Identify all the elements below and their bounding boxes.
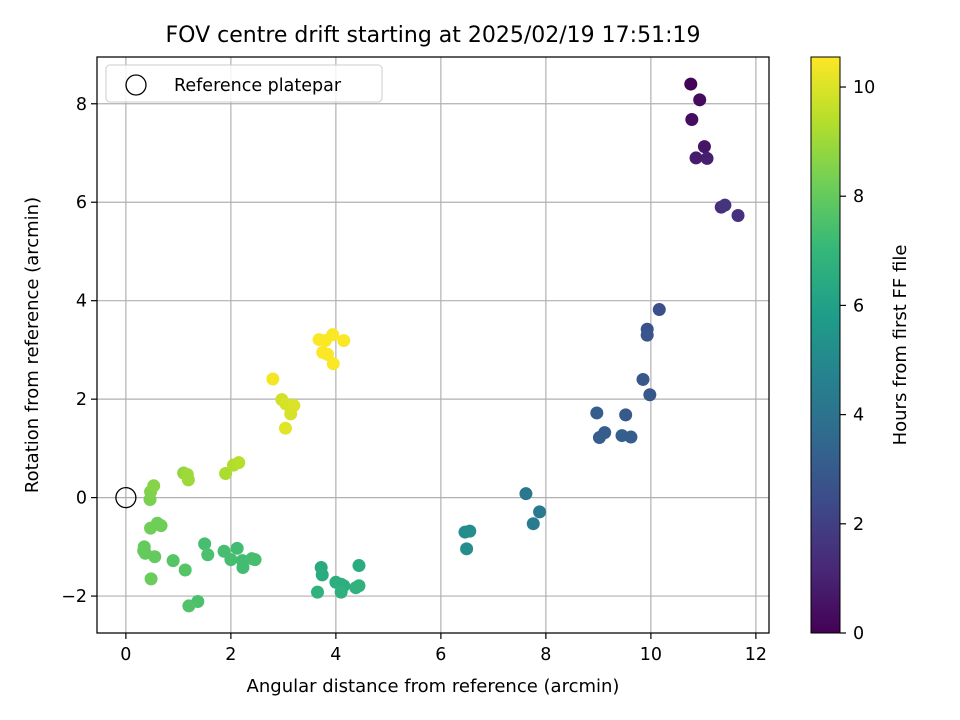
reference-layer	[115, 486, 137, 509]
data-point	[248, 553, 262, 567]
colorbar-ticks: 0 2 4 6 8 10	[840, 78, 875, 644]
x-tick-label: 4	[330, 645, 341, 665]
x-tick-label: 2	[225, 645, 236, 665]
plot-background	[97, 57, 769, 633]
data-point	[624, 430, 638, 444]
data-point	[460, 542, 474, 556]
y-tick-label: 0	[76, 489, 87, 509]
x-tick-label: 8	[540, 645, 551, 665]
x-tick-label: 6	[435, 645, 446, 665]
data-point	[590, 406, 604, 420]
data-point	[147, 479, 161, 493]
data-point	[526, 517, 540, 531]
y-axis-label: Rotation from reference (arcmin)	[22, 197, 43, 493]
legend-entry-reference: Reference platepar	[174, 76, 342, 96]
data-point	[154, 519, 168, 533]
chart-title: FOV centre drift starting at 2025/02/19 …	[166, 23, 701, 48]
data-point	[287, 399, 301, 413]
colorbar-frame	[810, 56, 841, 634]
data-point	[201, 548, 215, 562]
data-point	[326, 357, 340, 371]
plot-frame	[96, 56, 770, 634]
data-point	[311, 585, 324, 599]
data-point	[352, 559, 366, 573]
data-point	[652, 303, 666, 317]
data-point	[352, 579, 366, 593]
data-point	[320, 347, 334, 361]
y-tick-label: 6	[76, 193, 87, 213]
data-point	[519, 487, 533, 501]
colorbar: 0 2 4 6 8 10 Hours from first FF file	[810, 56, 911, 644]
data-point	[463, 524, 477, 538]
legend: Reference platepar	[105, 64, 383, 103]
x-tick-label: 12	[745, 645, 767, 665]
y-tick-label: 8	[76, 95, 87, 115]
data-point	[636, 372, 650, 386]
data-point	[718, 198, 732, 212]
data-point	[684, 77, 698, 91]
grid-lines	[97, 57, 769, 633]
data-point	[181, 473, 195, 487]
y-tick-label: −2	[61, 587, 87, 607]
data-point	[232, 456, 246, 470]
data-point	[144, 572, 158, 586]
y-tick-label: 4	[76, 292, 87, 312]
colorbar-tick-label: 6	[853, 296, 864, 316]
data-point	[266, 372, 280, 386]
data-point	[592, 431, 606, 445]
data-point	[326, 328, 340, 342]
data-point	[230, 541, 244, 555]
data-point	[224, 553, 238, 567]
data-point	[700, 151, 714, 165]
colorbar-gradient	[811, 57, 840, 633]
x-axis: 0 2 4 6 8 10 12	[120, 633, 767, 665]
data-point	[315, 568, 329, 582]
data-point	[697, 140, 711, 154]
data-point	[148, 550, 162, 564]
colorbar-tick-label: 10	[853, 78, 875, 98]
y-tick-label: 2	[76, 390, 87, 410]
x-tick-label: 10	[640, 645, 662, 665]
legend-box	[105, 64, 383, 103]
data-point	[166, 554, 180, 568]
data-point	[731, 209, 745, 223]
data-point	[236, 561, 250, 575]
colorbar-tick-label: 8	[853, 187, 864, 207]
data-point	[178, 563, 192, 577]
data-point	[182, 599, 196, 613]
colorbar-tick-label: 4	[853, 406, 864, 426]
colorbar-tick-label: 2	[853, 515, 864, 535]
colorbar-tick-label: 0	[853, 624, 864, 644]
data-point	[219, 466, 233, 480]
data-point	[198, 537, 212, 551]
reference-platepar-marker	[115, 486, 137, 509]
data-points	[137, 77, 745, 613]
data-point	[693, 93, 707, 107]
data-point	[640, 328, 654, 342]
x-axis-label: Angular distance from reference (arcmin)	[247, 676, 620, 697]
data-point	[337, 334, 351, 348]
data-point	[278, 421, 292, 435]
data-point	[685, 113, 699, 127]
x-tick-label: 0	[120, 645, 131, 665]
data-point	[643, 388, 657, 402]
colorbar-label: Hours from first FF file	[890, 245, 911, 446]
data-point	[533, 505, 547, 519]
y-axis: −2 0 2 4 6 8	[61, 95, 97, 607]
data-point	[334, 585, 348, 599]
data-point	[619, 408, 633, 422]
data-point	[689, 151, 703, 165]
legend-reference-marker	[125, 74, 147, 96]
